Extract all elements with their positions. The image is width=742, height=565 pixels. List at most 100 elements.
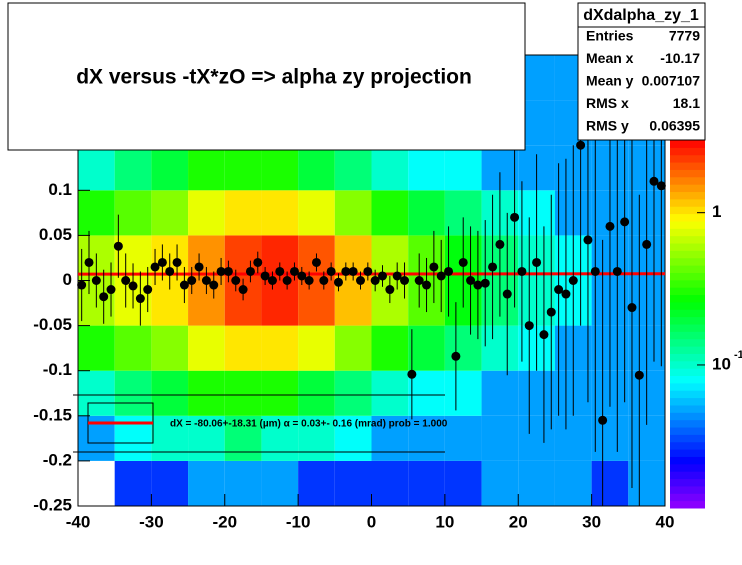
data-point	[392, 271, 402, 281]
heat-cell	[481, 325, 519, 371]
heat-cell	[298, 325, 335, 371]
palette-cell	[670, 500, 705, 509]
data-point	[627, 303, 637, 313]
data-point	[223, 266, 233, 276]
palette-cell	[670, 338, 705, 347]
data-point	[517, 266, 527, 276]
heat-cell	[408, 325, 445, 371]
heat-cell	[628, 460, 665, 506]
data-point	[106, 285, 116, 295]
heat-cell	[481, 415, 519, 461]
palette-cell	[670, 243, 705, 251]
heat-cell	[151, 325, 189, 371]
heat-cell	[261, 325, 299, 371]
heat-cell	[188, 460, 225, 506]
data-point	[429, 262, 439, 272]
x-tick-label: 10	[435, 512, 454, 531]
palette-cell	[670, 331, 705, 340]
data-point	[238, 285, 248, 295]
data-point	[355, 276, 365, 285]
data-point	[304, 276, 314, 285]
palette-cell	[670, 154, 705, 163]
data-point	[378, 271, 388, 281]
overlay: dX versus -tX*zO => alpha zy projection …	[7, 2, 706, 151]
palette-cell	[670, 441, 705, 450]
data-point	[466, 276, 476, 285]
data-point	[326, 266, 336, 276]
data-point	[113, 241, 123, 251]
data-point	[510, 212, 520, 222]
data-point	[414, 276, 424, 285]
heat-cell	[224, 415, 262, 461]
heat-cell	[408, 460, 445, 506]
stats-value: -10.17	[660, 50, 700, 66]
data-point	[634, 370, 644, 380]
data-point	[480, 278, 490, 288]
heat-cell	[408, 415, 445, 461]
y-tick-label: 0.1	[48, 180, 72, 199]
heat-cell	[334, 325, 372, 371]
y-tick-label: 0	[63, 270, 72, 289]
data-point	[194, 262, 204, 272]
palette-cell	[670, 353, 705, 362]
palette-cell	[670, 478, 705, 487]
heat-cell	[114, 145, 152, 191]
palette-cell	[670, 228, 705, 237]
palette-cell	[670, 191, 705, 200]
data-point	[583, 235, 593, 245]
data-point	[612, 266, 622, 276]
y-tick-label: -0.15	[33, 405, 72, 424]
heat-cell	[554, 460, 592, 506]
stats-value: 7779	[669, 28, 700, 44]
data-point	[84, 257, 94, 267]
heat-cell	[78, 370, 115, 416]
data-point	[348, 266, 358, 276]
stats-label: RMS x	[586, 95, 629, 111]
heat-cell	[224, 460, 262, 506]
data-point	[642, 239, 652, 249]
y-tick-label: -0.2	[43, 450, 72, 469]
palette-tick-exponent: -1	[734, 349, 742, 361]
heat-cell	[298, 190, 335, 236]
heat-cell	[444, 415, 482, 461]
palette-cell	[670, 176, 705, 185]
palette-cell	[670, 324, 705, 332]
data-point	[172, 257, 182, 267]
heat-cell	[298, 280, 335, 326]
data-point	[77, 280, 87, 290]
heat-cell	[481, 370, 519, 416]
heat-cell	[371, 325, 409, 371]
data-point	[165, 266, 175, 276]
heat-cell	[78, 190, 115, 236]
chart-title: dX versus -tX*zO => alpha zy projection	[76, 66, 472, 89]
heat-cell	[151, 190, 189, 236]
data-point	[143, 285, 153, 295]
palette-cell	[670, 346, 705, 354]
data-point	[407, 369, 417, 379]
heat-cell	[481, 460, 519, 506]
x-tick-label: 0	[367, 512, 376, 531]
palette-cell	[670, 397, 705, 406]
data-point	[150, 262, 160, 272]
stats-label: Entries	[586, 28, 634, 44]
palette-tick-label: 1	[712, 202, 721, 221]
palette-cell	[670, 456, 705, 465]
heat-cell	[334, 370, 372, 416]
heat-cell	[518, 370, 555, 416]
y-tick-label: 0.05	[39, 225, 72, 244]
heat-cell	[188, 415, 225, 461]
data-point	[253, 257, 263, 267]
palette-cell	[670, 360, 705, 369]
stats-title: dXdalpha_zy_1	[583, 7, 699, 24]
data-point	[649, 176, 659, 186]
data-point	[451, 351, 461, 361]
heat-cell	[114, 190, 152, 236]
heat-cell	[151, 460, 189, 506]
heat-cell	[298, 370, 335, 416]
data-point	[260, 271, 270, 281]
data-point	[554, 285, 564, 295]
data-point	[135, 294, 145, 304]
palette-cell	[670, 220, 705, 229]
heat-cell	[334, 145, 372, 191]
heat-cell	[188, 325, 225, 371]
